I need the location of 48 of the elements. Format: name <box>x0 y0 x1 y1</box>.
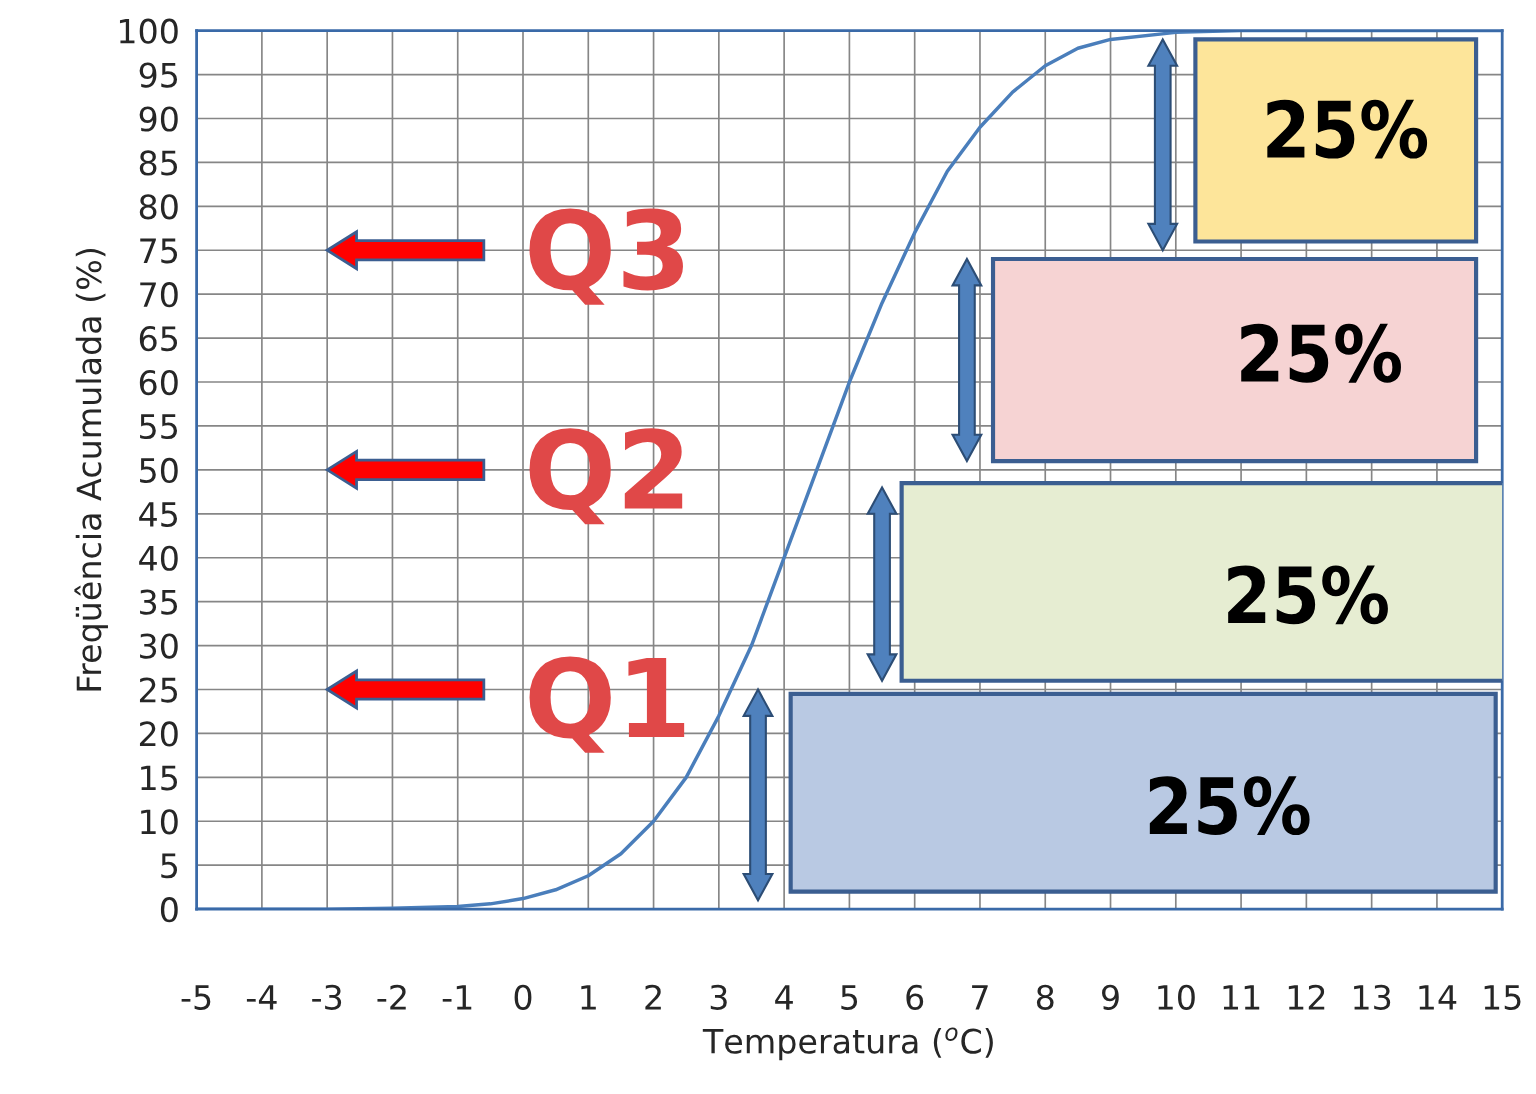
x-tick-label: 5 <box>841 985 858 1010</box>
x-tick-label: 13 <box>1354 984 1391 1010</box>
x-tick-label: 7 <box>972 985 988 1010</box>
x-tick-label: 9 <box>1102 984 1119 1010</box>
y-tick-label: 90 <box>139 106 178 132</box>
y-tick-label: 75 <box>140 238 178 264</box>
y-tick-label: 50 <box>140 457 178 484</box>
annotation: 25% <box>1241 323 1401 383</box>
y-tick-label: 15 <box>141 765 178 791</box>
y-tick-label: 80 <box>139 194 178 220</box>
x-tick-label: 8 <box>1036 984 1054 1010</box>
x-tick-label: 11 <box>1223 985 1260 1010</box>
y-tick-label: 35 <box>140 589 178 615</box>
y-tick-label: 0 <box>160 897 178 923</box>
x-tick-label: 2 <box>645 984 661 1010</box>
y-tick-label: 85 <box>139 150 178 176</box>
x-axis-title: Temperatura ($^{o}$C) <box>702 1027 993 1061</box>
y-tick-label: 20 <box>139 721 178 747</box>
y-tick-label: 70 <box>140 282 178 308</box>
x-tick-label: 14 <box>1419 985 1457 1010</box>
y-tick-label: 55 <box>140 414 178 440</box>
x-tick-label: -4 <box>246 985 277 1010</box>
x-tick-label: -3 <box>312 984 342 1010</box>
x-tick-label: 10 <box>1158 984 1195 1010</box>
annotation: 25% <box>1149 776 1310 836</box>
y-tick-label: 5 <box>161 853 178 879</box>
y-axis-title: Freqüência Acumulada (%) <box>74 248 108 691</box>
x-tick-label: -2 <box>377 984 406 1010</box>
annotation: 25% <box>1267 99 1428 159</box>
x-tick-label: 0 <box>514 984 532 1010</box>
y-tick-label: 60 <box>139 369 178 396</box>
x-tick-label: 15 <box>1484 985 1521 1010</box>
x-tick-label: -5 <box>181 985 211 1010</box>
x-tick-label: -1 <box>442 985 472 1010</box>
y-tick-label: 40 <box>139 545 178 571</box>
x-tick-label: 4 <box>775 985 793 1010</box>
annotation: 25% <box>1228 565 1388 625</box>
y-tick-label: 100 <box>119 18 178 44</box>
y-tick-label: 30 <box>140 633 178 659</box>
y-tick-label: 95 <box>139 62 178 88</box>
y-tick-label: 25 <box>139 677 178 703</box>
x-tick-label: 6 <box>906 984 924 1010</box>
x-tick-label: 1 <box>581 985 596 1010</box>
y-tick-label: 45 <box>139 502 178 527</box>
y-tick-label: 10 <box>141 809 178 835</box>
x-tick-label: 3 <box>710 984 727 1010</box>
y-tick-label: 65 <box>139 326 178 352</box>
x-tick-label: 12 <box>1288 984 1325 1010</box>
